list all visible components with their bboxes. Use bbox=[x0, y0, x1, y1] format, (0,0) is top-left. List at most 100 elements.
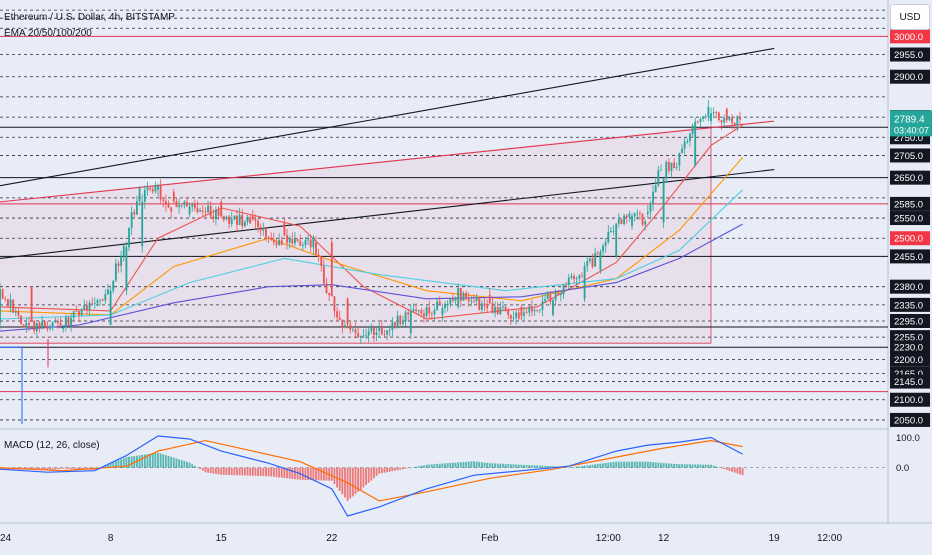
macd-histogram-bar bbox=[151, 453, 154, 468]
macd-histogram-bar bbox=[494, 463, 496, 468]
macd-histogram-bar bbox=[486, 462, 489, 468]
macd-histogram-bar bbox=[272, 467, 275, 477]
macd-histogram-bar bbox=[652, 462, 654, 468]
time-axis-label: 12:00 bbox=[596, 533, 621, 544]
macd-histogram-bar bbox=[375, 467, 378, 476]
currency-button[interactable]: USD bbox=[890, 4, 930, 30]
macd-histogram-bar bbox=[602, 463, 604, 468]
candle-body bbox=[425, 307, 428, 317]
price-label-bg bbox=[890, 211, 930, 226]
candle-body bbox=[228, 216, 231, 225]
macd-histogram-bar bbox=[594, 464, 597, 468]
price-label-bg bbox=[890, 29, 930, 44]
macd-histogram-bar bbox=[275, 467, 278, 478]
ema-legend[interactable]: EMA 20/50/100/200 bbox=[4, 28, 92, 39]
macd-histogram-bar bbox=[344, 467, 346, 498]
macd-histogram-bar bbox=[46, 467, 49, 470]
candle-body bbox=[473, 300, 475, 302]
macd-histogram-bar bbox=[401, 467, 404, 470]
time-axis-label: 2024 bbox=[0, 533, 12, 544]
candle-body bbox=[483, 303, 486, 306]
macd-histogram-bar bbox=[715, 466, 718, 468]
trendline-channel-upper bbox=[0, 47, 775, 187]
candle-body bbox=[309, 239, 312, 248]
macd-histogram-bar bbox=[699, 464, 702, 468]
candle-body bbox=[35, 323, 38, 332]
price-axis-label: 2200.0 bbox=[894, 355, 923, 366]
candle-body bbox=[457, 288, 460, 307]
candle-body bbox=[243, 221, 246, 227]
price-label-bg bbox=[890, 170, 930, 185]
candle-body bbox=[349, 324, 352, 330]
candle-body bbox=[122, 245, 125, 257]
candle-body bbox=[625, 215, 628, 218]
candle-body bbox=[99, 299, 101, 301]
macd-histogram-bar bbox=[702, 464, 705, 468]
time-axis-label: 15 bbox=[216, 533, 228, 544]
macd-histogram-bar bbox=[412, 467, 415, 468]
candle-body bbox=[596, 252, 599, 254]
price-label-bg bbox=[890, 392, 930, 407]
candle-body bbox=[120, 256, 123, 266]
candle-body bbox=[262, 228, 265, 231]
macd-histogram-bar bbox=[162, 454, 165, 468]
macd-histogram-bar bbox=[478, 461, 481, 468]
candle-body bbox=[138, 187, 141, 202]
macd-histogram-bar bbox=[286, 467, 288, 479]
macd-histogram-bar bbox=[143, 454, 146, 468]
macd-histogram-bar bbox=[70, 467, 73, 470]
candle-body bbox=[30, 286, 33, 321]
candle-body bbox=[51, 322, 54, 327]
candle-body bbox=[344, 325, 346, 328]
candle-body bbox=[462, 293, 465, 301]
candle-body bbox=[660, 169, 662, 171]
macd-histogram-bar bbox=[175, 458, 178, 468]
candle-body bbox=[254, 219, 257, 221]
candle-body bbox=[446, 303, 449, 306]
candle-body bbox=[159, 185, 162, 200]
candle-body bbox=[480, 303, 483, 310]
macd-histogram-bar bbox=[254, 467, 257, 476]
candle-body bbox=[299, 241, 302, 246]
macd-histogram-bar bbox=[228, 467, 231, 475]
candle-body bbox=[9, 299, 12, 307]
candle-body bbox=[423, 313, 425, 317]
macd-histogram-bar bbox=[291, 467, 294, 479]
macd-histogram-bar bbox=[628, 461, 631, 468]
candle-body bbox=[549, 294, 552, 302]
macd-histogram-bar bbox=[225, 467, 228, 475]
candle-body bbox=[22, 324, 25, 328]
macd-histogram-bar bbox=[112, 462, 115, 468]
candle-body bbox=[151, 189, 154, 192]
macd-histogram-bar bbox=[351, 467, 354, 497]
macd-histogram-bar bbox=[473, 461, 475, 468]
ema-line-1 bbox=[0, 124, 743, 320]
price-label-bg bbox=[890, 374, 930, 389]
macd-histogram-bar bbox=[80, 467, 83, 470]
macd-legend[interactable]: MACD (12, 26, close) bbox=[4, 440, 100, 451]
macd-histogram-bar bbox=[159, 453, 162, 468]
candle-body bbox=[628, 213, 631, 218]
macd-histogram-bar bbox=[523, 464, 525, 468]
candle-body bbox=[681, 148, 683, 154]
macd-histogram-bar bbox=[549, 466, 552, 468]
candle-body bbox=[696, 121, 699, 123]
candle-body bbox=[362, 335, 365, 337]
candle-body bbox=[412, 309, 415, 312]
macd-histogram-bar bbox=[596, 464, 599, 468]
macd-histogram-bar bbox=[109, 463, 112, 468]
candle-body bbox=[249, 217, 252, 224]
ema-line-2 bbox=[0, 157, 744, 316]
macd-histogram-bar bbox=[251, 467, 254, 476]
macd-histogram-bar bbox=[507, 464, 510, 468]
candle-body bbox=[130, 212, 133, 228]
macd-histogram-bar bbox=[491, 463, 494, 468]
macd-histogram-bar bbox=[631, 461, 633, 468]
macd-histogram-bar bbox=[399, 467, 402, 470]
candle-body bbox=[612, 230, 615, 232]
macd-histogram-bar bbox=[707, 464, 710, 468]
macd-histogram-bar bbox=[615, 461, 618, 468]
candle-body bbox=[204, 211, 207, 213]
